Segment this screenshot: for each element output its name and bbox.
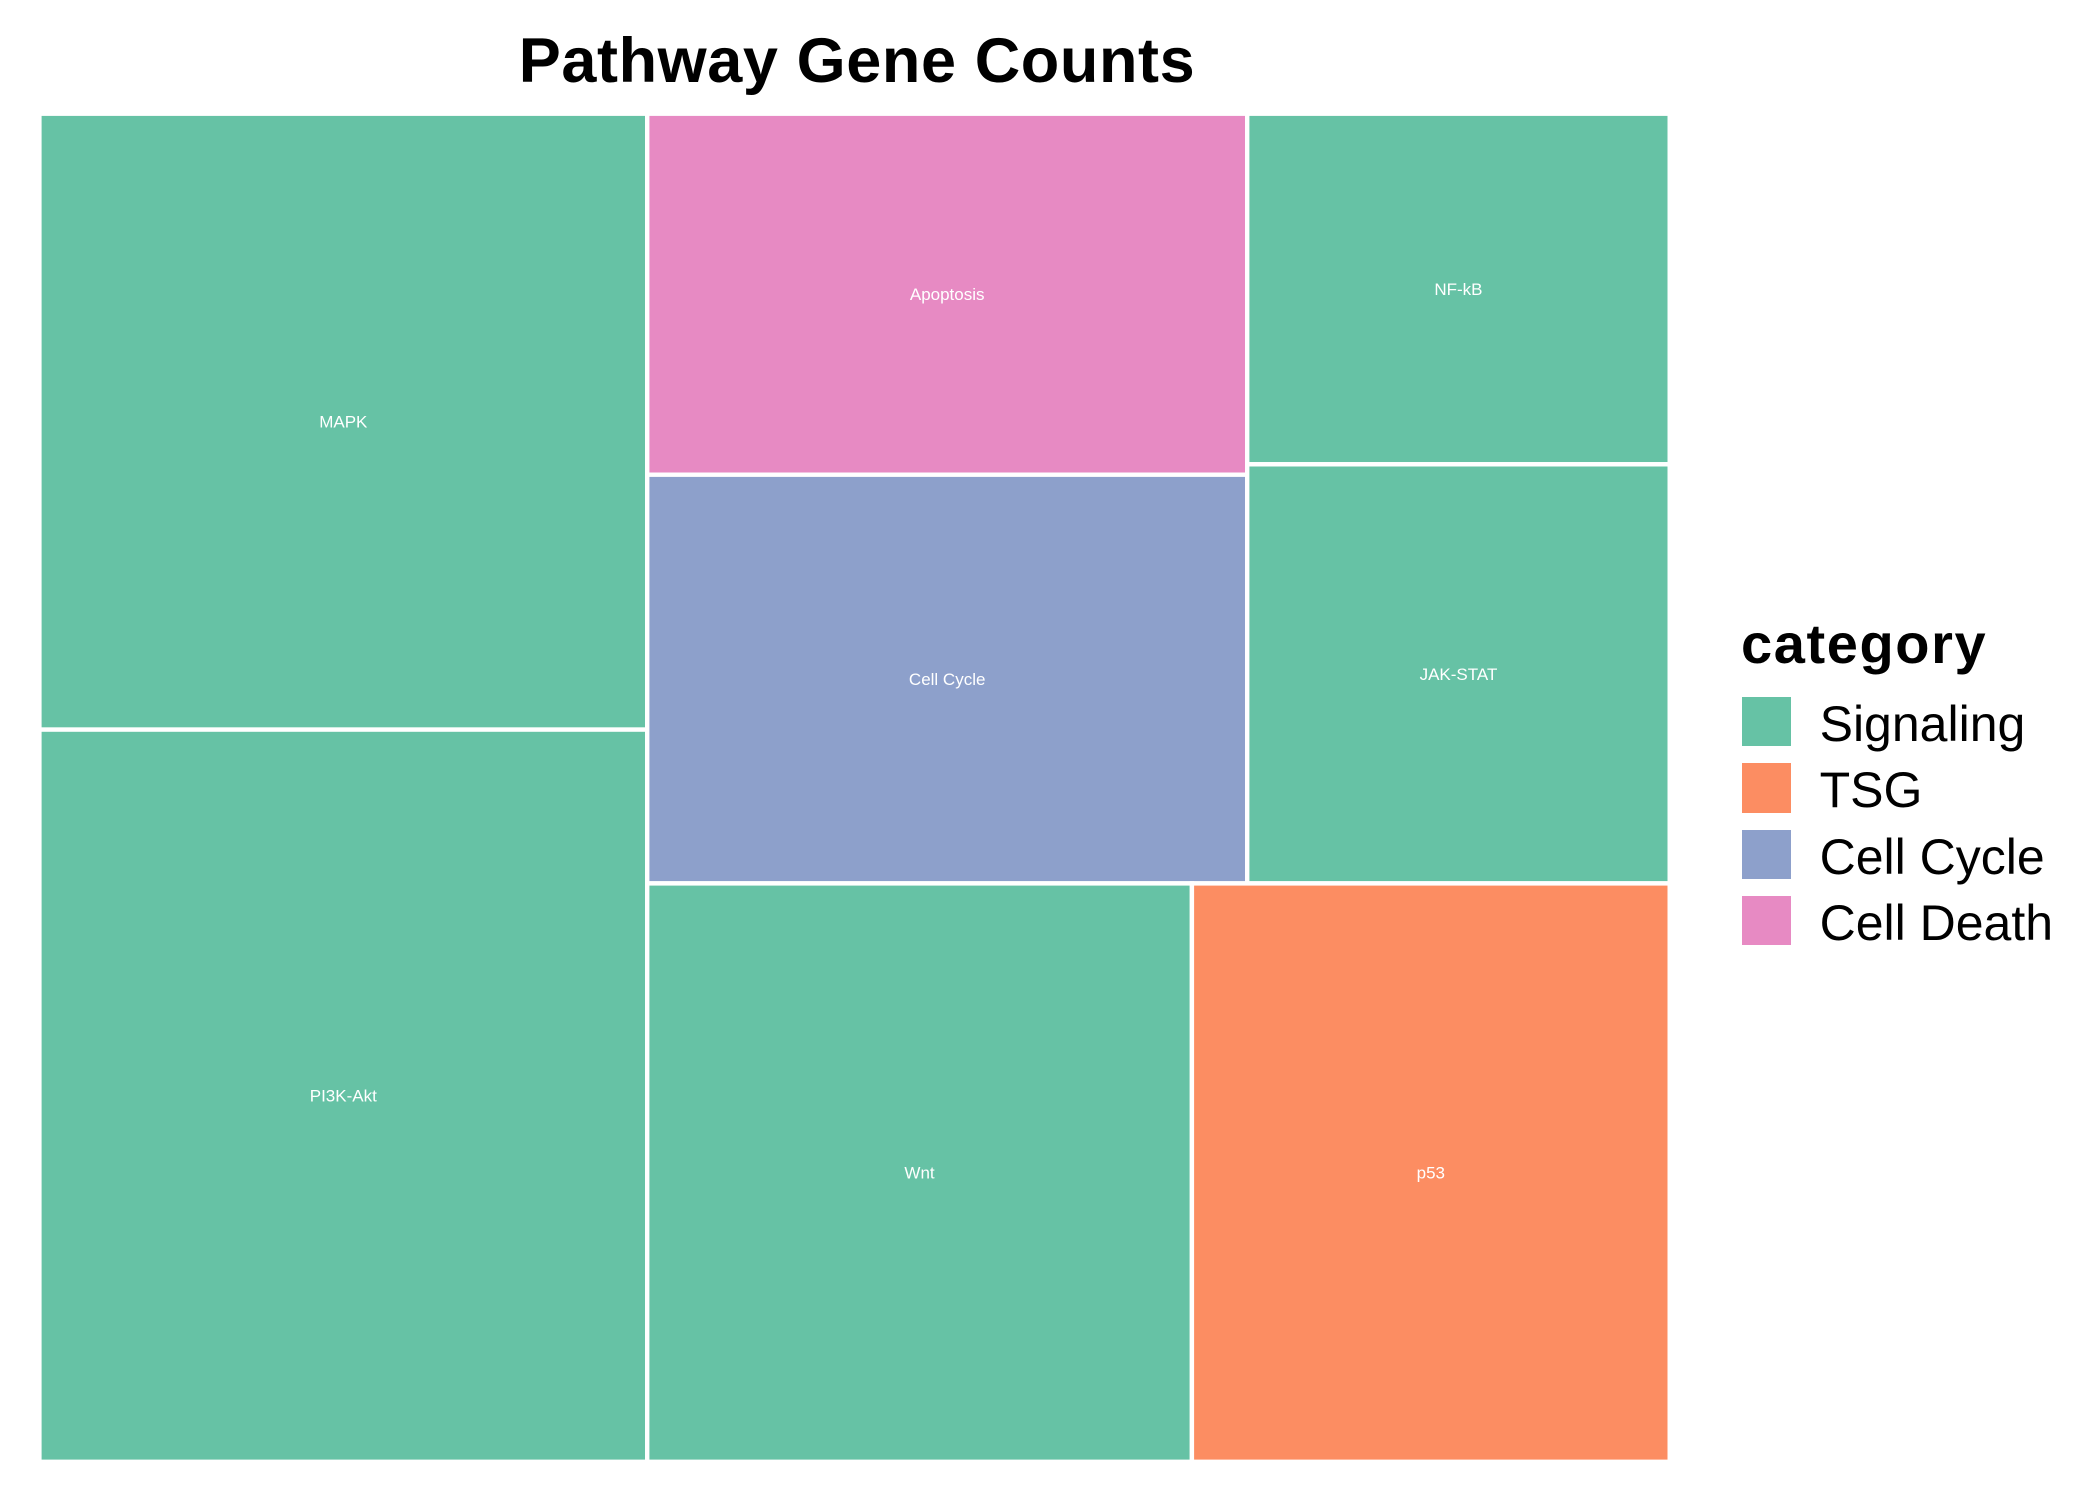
svg-text:PI3K-Akt: PI3K-Akt (310, 1087, 377, 1106)
svg-text:NF-kB: NF-kB (1434, 280, 1482, 299)
svg-text:Wnt: Wnt (904, 1164, 935, 1183)
svg-text:p53: p53 (1417, 1164, 1445, 1183)
svg-text:JAK-STAT: JAK-STAT (1420, 665, 1498, 684)
svg-text:Apoptosis: Apoptosis (910, 285, 985, 304)
svg-text:MAPK: MAPK (319, 413, 368, 432)
svg-text:Cell Cycle: Cell Cycle (909, 670, 986, 689)
